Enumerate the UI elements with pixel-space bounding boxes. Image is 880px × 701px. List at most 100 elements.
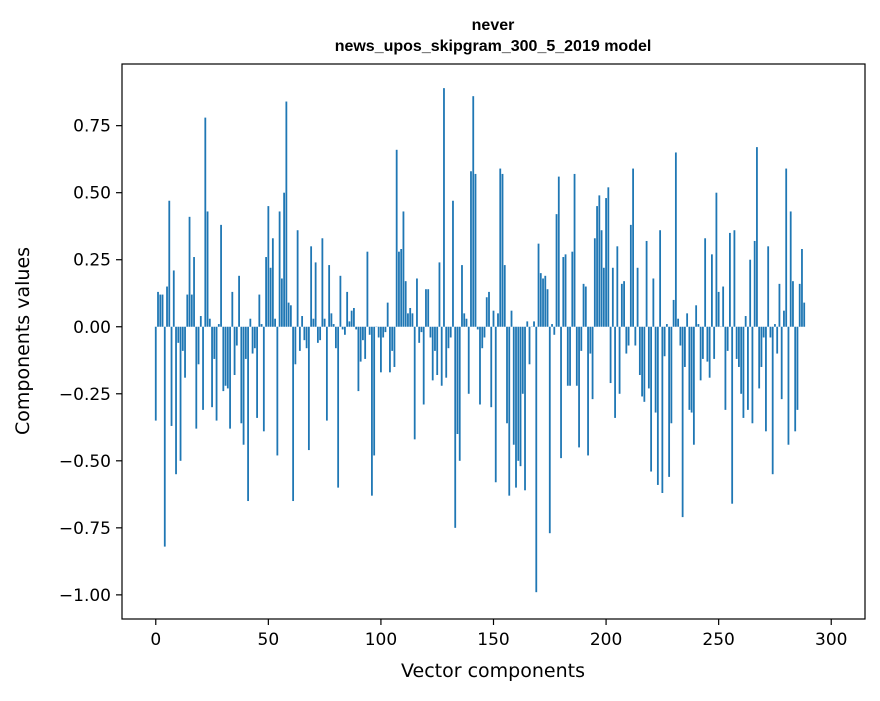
bar — [763, 327, 765, 338]
bar — [765, 327, 767, 432]
bar — [529, 327, 531, 365]
bar — [225, 327, 227, 386]
x-tick-label: 300 — [815, 630, 847, 650]
bar — [553, 327, 555, 335]
bar — [538, 244, 540, 327]
bar — [758, 327, 760, 389]
bar — [551, 324, 553, 327]
bar — [646, 241, 648, 327]
y-axis-label: Components values — [12, 247, 34, 435]
bar — [511, 311, 513, 327]
bar — [547, 289, 549, 327]
bar — [421, 327, 423, 332]
bar — [598, 195, 600, 326]
bar — [461, 265, 463, 327]
bar — [288, 303, 290, 327]
bar — [499, 169, 501, 327]
bar — [333, 324, 335, 327]
bar — [299, 327, 301, 351]
bar — [776, 327, 778, 354]
bar — [587, 327, 589, 456]
bar — [276, 327, 278, 456]
bar — [216, 327, 218, 421]
bar — [682, 327, 684, 517]
bar — [628, 327, 630, 346]
bar — [488, 292, 490, 327]
bar — [788, 327, 790, 445]
bar — [790, 211, 792, 326]
bar — [263, 327, 265, 432]
bar — [535, 327, 537, 592]
x-tick-label: 0 — [150, 630, 161, 650]
bar — [533, 321, 535, 326]
bar — [367, 252, 369, 327]
bar — [209, 319, 211, 327]
bar — [355, 327, 357, 330]
bar — [706, 327, 708, 362]
bar — [436, 327, 438, 375]
bar — [301, 316, 303, 327]
bar — [799, 284, 801, 327]
bar — [734, 230, 736, 327]
bar — [655, 327, 657, 413]
bar — [198, 327, 200, 365]
bar — [254, 327, 256, 348]
bar — [321, 238, 323, 326]
bar — [522, 327, 524, 394]
bar — [227, 327, 229, 389]
bar — [517, 327, 519, 461]
bar — [493, 311, 495, 327]
bar — [508, 327, 510, 496]
bar — [389, 327, 391, 373]
x-tick-label: 50 — [258, 630, 280, 650]
bar — [380, 327, 382, 373]
bar — [797, 327, 799, 410]
bar — [164, 327, 166, 547]
bar — [434, 327, 436, 351]
bar — [315, 262, 317, 326]
bar — [754, 241, 756, 327]
bar — [409, 308, 411, 327]
bar — [657, 327, 659, 485]
bar — [175, 327, 177, 474]
bar — [324, 319, 326, 327]
bar — [186, 295, 188, 327]
bar — [312, 319, 314, 327]
bar — [162, 295, 164, 327]
bar — [666, 324, 668, 327]
bar — [240, 327, 242, 424]
bar — [220, 225, 222, 327]
bar — [297, 230, 299, 327]
bar — [155, 327, 157, 421]
bar — [779, 284, 781, 327]
bar — [405, 281, 407, 327]
bar — [358, 327, 360, 391]
bar — [387, 303, 389, 327]
bar — [560, 327, 562, 458]
bar — [274, 319, 276, 327]
bar — [583, 284, 585, 327]
bar — [454, 327, 456, 528]
bar — [677, 319, 679, 327]
bar — [486, 297, 488, 326]
bar — [360, 327, 362, 362]
bar — [450, 327, 452, 338]
bar — [261, 324, 263, 327]
bar — [630, 225, 632, 327]
bar — [177, 327, 179, 343]
bar — [182, 327, 184, 351]
bar — [601, 230, 603, 327]
bar — [767, 246, 769, 326]
bar — [544, 276, 546, 327]
bar — [470, 171, 472, 327]
bar — [612, 268, 614, 327]
bar — [614, 327, 616, 418]
bar — [256, 327, 258, 418]
bar — [477, 327, 479, 330]
bar — [632, 169, 634, 327]
bar — [562, 257, 564, 327]
bar — [443, 88, 445, 327]
bar — [549, 327, 551, 533]
bar — [585, 287, 587, 327]
